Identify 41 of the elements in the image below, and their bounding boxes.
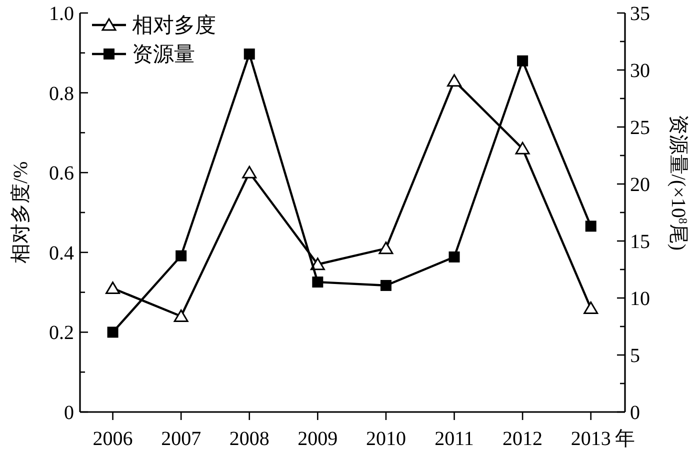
y-tick-label: 1.0 bbox=[49, 3, 74, 25]
y-tick-label: 0.8 bbox=[49, 82, 74, 105]
point bbox=[174, 309, 188, 322]
y2-tick-label: 10 bbox=[630, 288, 650, 310]
point bbox=[448, 251, 460, 262]
point bbox=[585, 220, 596, 232]
point bbox=[176, 250, 187, 262]
x-tick-label: 2007 bbox=[161, 428, 202, 450]
point bbox=[312, 276, 324, 288]
x-axis-title: 年 bbox=[614, 428, 635, 450]
x-tick-label: 2006 bbox=[92, 428, 133, 450]
x-tick-label: 2011 bbox=[434, 428, 474, 450]
legend-label: 资源量 bbox=[132, 42, 195, 66]
y2-tick-label: 30 bbox=[630, 60, 650, 82]
y2-tick-label: 0 bbox=[630, 402, 640, 424]
point bbox=[447, 74, 462, 87]
point bbox=[380, 280, 392, 291]
point bbox=[244, 48, 255, 60]
y-tick-label: 0.2 bbox=[49, 322, 74, 344]
point bbox=[378, 242, 394, 254]
x-tick-label: 2010 bbox=[366, 428, 406, 450]
y-axis-title: 相对多度/% bbox=[10, 161, 32, 264]
point bbox=[107, 326, 118, 338]
legend-label: 相对多度 bbox=[132, 13, 216, 37]
y2-tick-label: 35 bbox=[630, 3, 650, 25]
y-tick-label: 0.4 bbox=[49, 242, 74, 264]
y2-tick-label: 20 bbox=[630, 174, 650, 196]
y-tick-label: 0 bbox=[64, 402, 74, 424]
y2-tick-label: 25 bbox=[630, 117, 650, 139]
point bbox=[515, 142, 530, 154]
x-tick-label: 2012 bbox=[502, 428, 543, 450]
point bbox=[584, 302, 598, 314]
y2-tick-label: 15 bbox=[630, 231, 650, 253]
x-tick-label: 2013 bbox=[570, 428, 611, 450]
y-tick-label: 0.6 bbox=[49, 162, 74, 185]
y2-tick-label: 5 bbox=[630, 345, 640, 367]
point bbox=[106, 282, 120, 294]
x-tick-label: 2008 bbox=[229, 428, 270, 450]
point bbox=[517, 55, 528, 66]
point bbox=[242, 166, 257, 178]
x-tick-label: 2009 bbox=[298, 428, 338, 450]
